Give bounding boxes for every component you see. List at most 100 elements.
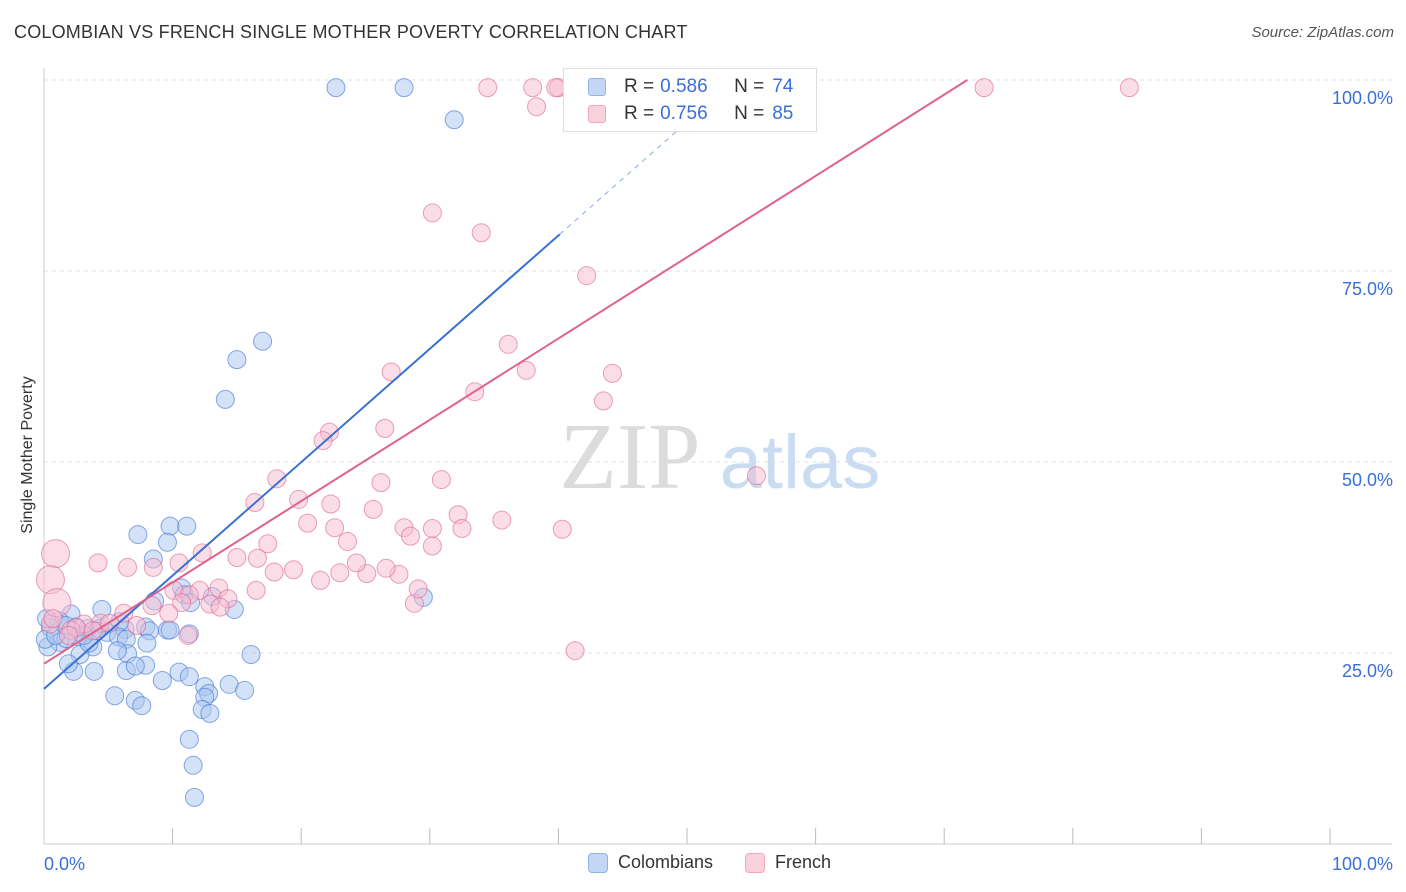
series-legend: Colombians French	[588, 852, 863, 873]
chart-title: COLOMBIAN VS FRENCH SINGLE MOTHER POVERT…	[14, 22, 688, 42]
french-point	[376, 558, 396, 578]
colombians-point	[253, 331, 273, 351]
watermark: ZIP atlas	[560, 405, 881, 509]
french-point	[452, 518, 472, 538]
legend-r-label: R =	[624, 76, 655, 97]
french-point	[43, 609, 63, 629]
french-point	[172, 593, 192, 613]
french-point	[498, 334, 518, 354]
french-point	[1119, 78, 1139, 98]
colombians-point	[215, 389, 235, 409]
correlation-legend: R = 0.586 N = 74 R = 0.756 N = 85	[563, 68, 817, 132]
legend-n-label: N =	[734, 103, 765, 124]
french-point	[492, 510, 512, 530]
french-trend-line	[43, 79, 968, 665]
french-point	[422, 518, 442, 538]
colombians-point	[326, 78, 346, 98]
legend-r-value: 0.586	[660, 76, 708, 97]
french-point	[246, 580, 266, 600]
legend-swatch-colombians	[588, 78, 606, 96]
french-point	[58, 625, 78, 645]
colombians-point	[125, 656, 145, 676]
y-tick-label: 50.0%	[1342, 470, 1393, 490]
colombians-point	[177, 516, 197, 536]
y-tick-label: 100.0%	[1332, 88, 1393, 108]
french-point	[127, 615, 147, 635]
french-point	[313, 431, 333, 451]
colombians-point	[107, 641, 127, 661]
french-point	[408, 579, 428, 599]
colombians-point	[235, 680, 255, 700]
y-tick-label: 75.0%	[1342, 279, 1393, 299]
colombians-point	[105, 686, 125, 706]
french-point	[593, 391, 613, 411]
french-point	[516, 360, 536, 380]
colombians-point	[183, 755, 203, 775]
axes	[43, 68, 1392, 845]
y-tick-label: 25.0%	[1342, 661, 1393, 681]
french-point	[471, 223, 491, 243]
french-point	[321, 494, 341, 514]
french-point	[41, 539, 71, 569]
french-point	[283, 560, 303, 580]
legend-label-colombians: Colombians	[618, 852, 714, 872]
colombians-point	[152, 671, 172, 691]
french-point	[118, 557, 138, 577]
french-point	[552, 519, 572, 539]
french-point	[577, 266, 597, 286]
french-point	[363, 499, 383, 519]
colombians-point	[58, 654, 78, 674]
legend-swatch-colombians	[588, 852, 608, 873]
watermark-zip: ZIP	[560, 405, 701, 509]
legend-r-label: R =	[624, 103, 655, 124]
legend-r-value: 0.756	[660, 103, 708, 124]
legend-n-value: 74	[772, 76, 794, 97]
french-point	[602, 363, 622, 383]
trend-lines	[43, 79, 968, 690]
french-point	[330, 563, 350, 583]
french-point	[527, 97, 547, 117]
french-point	[401, 526, 421, 546]
french-point	[192, 543, 212, 563]
legend-swatch-french	[588, 105, 606, 123]
legend-row-colombians: R = 0.586 N = 74	[588, 76, 793, 98]
french-point	[381, 362, 401, 382]
colombians-point	[160, 516, 180, 536]
colombians-point	[241, 645, 261, 665]
colombians-point	[132, 696, 152, 716]
colombians-trend-line	[43, 233, 561, 690]
french-point	[298, 513, 318, 533]
french-point	[371, 473, 391, 493]
french-point	[523, 78, 543, 98]
colombians-point	[157, 532, 177, 552]
french-point	[264, 562, 284, 582]
legend-n-label: N =	[734, 76, 765, 97]
french-point	[210, 597, 230, 617]
legend-n-value: 85	[772, 103, 794, 124]
gridlines	[44, 79, 1392, 654]
legend-item-french[interactable]: French	[745, 852, 831, 873]
french-point	[178, 625, 198, 645]
colombians-point	[444, 110, 464, 130]
french-point	[565, 641, 585, 661]
colombians-point	[179, 729, 199, 749]
legend-swatch-french	[745, 852, 766, 873]
french-point	[88, 553, 108, 573]
french-point	[431, 470, 451, 490]
colombians-point	[128, 525, 148, 545]
colombians-point	[184, 787, 204, 807]
french-point	[267, 469, 287, 489]
french-point	[375, 418, 395, 438]
colombians-point	[160, 620, 180, 640]
colombians-point	[137, 633, 157, 653]
tick-labels: 25.0% 50.0% 75.0% 100.0% 0.0% 100.0%	[44, 88, 1393, 874]
french-point	[310, 570, 330, 590]
french-point	[422, 536, 442, 556]
x-tick-label: 100.0%	[1332, 854, 1393, 874]
colombians-point	[394, 78, 414, 98]
x-tick-label: 0.0%	[44, 854, 85, 874]
legend-item-colombians[interactable]: Colombians	[588, 852, 713, 873]
french-point	[337, 531, 357, 551]
french-point	[142, 596, 162, 616]
